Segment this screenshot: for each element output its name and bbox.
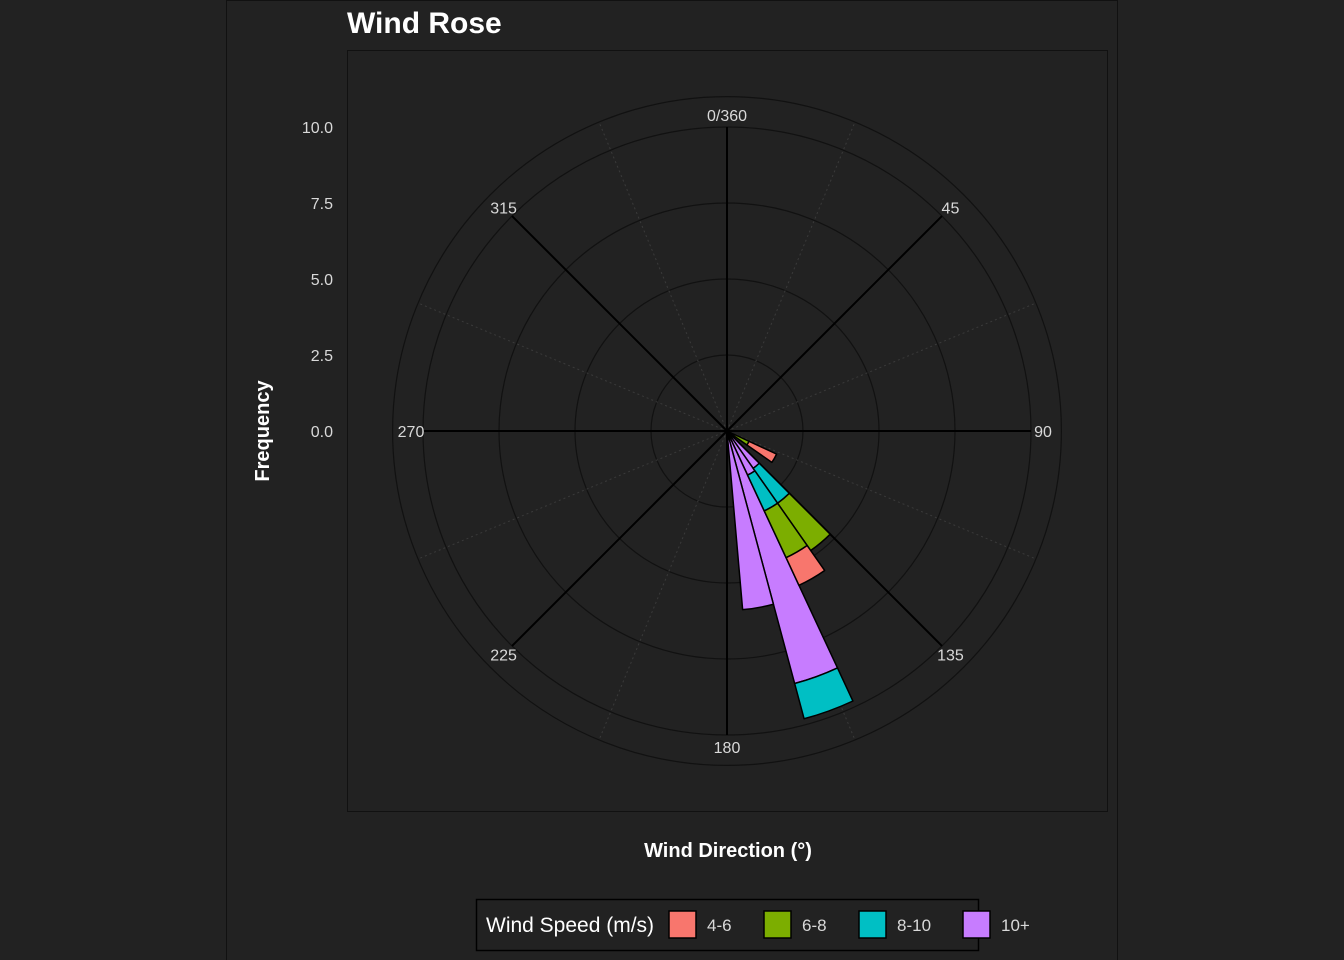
radial-tick-label: 5.0 — [311, 272, 333, 289]
legend-title: Wind Speed (m/s) — [486, 914, 654, 937]
legend-swatch — [962, 910, 991, 939]
minor-spoke — [598, 121, 728, 432]
angle-tick-label: 45 — [942, 201, 960, 218]
minor-spoke — [726, 430, 1037, 560]
legend-swatch — [858, 910, 887, 939]
minor-spoke — [726, 121, 856, 432]
angle-tick-label: 270 — [398, 424, 425, 441]
bar-segment-8-10-160 — [793, 667, 854, 720]
plot-panel — [347, 50, 1108, 812]
legend-swatch — [668, 910, 697, 939]
minor-spoke — [726, 302, 1037, 432]
bar-segment-4-6-150 — [785, 544, 826, 587]
angle-tick-label: 225 — [490, 647, 517, 664]
legend-label: 10+ — [1001, 916, 1030, 935]
major-spoke — [511, 215, 728, 432]
radial-tick-label: 10.0 — [302, 120, 333, 137]
x-axis-label: Wind Direction (°) — [644, 840, 812, 862]
angle-tick-label: 135 — [937, 647, 964, 664]
polar-grid — [392, 96, 1062, 766]
bar-segment-10+-170 — [726, 430, 775, 611]
radial-tick-label: 2.5 — [311, 348, 333, 365]
radial-tick-label: 0.0 — [311, 424, 333, 441]
legend: Wind Speed (m/s) 4-6 6-8 8-10 10+ — [475, 898, 1030, 952]
major-spoke — [511, 430, 728, 647]
minor-spoke — [598, 430, 728, 741]
legend-label: 8-10 — [897, 916, 931, 935]
angle-tick-label: 90 — [1034, 424, 1052, 441]
legend-box — [475, 898, 980, 952]
minor-spoke — [417, 302, 728, 432]
chart-title: Wind Rose — [347, 7, 502, 40]
grid-circle — [392, 96, 1062, 766]
bars-layer — [726, 430, 854, 720]
bar-segment-4-6-120 — [746, 440, 778, 464]
y-axis-label: Frequency — [252, 380, 274, 482]
legend-label: 4-6 — [707, 916, 732, 935]
angle-tick-label: 180 — [714, 740, 741, 757]
legend-swatch — [763, 910, 792, 939]
angle-tick-label: 0/360 — [707, 108, 747, 125]
radial-tick-label: 7.5 — [311, 196, 333, 213]
legend-label: 6-8 — [802, 916, 827, 935]
radial-tick-labels: 0.0 2.5 5.0 7.5 10.0 — [302, 120, 333, 441]
minor-spoke — [417, 430, 728, 560]
legend-items: 4-6 6-8 8-10 10+ — [668, 910, 1030, 939]
angle-labels: 0/360 45 90 135 180 225 270 315 — [398, 108, 1052, 757]
angle-tick-label: 315 — [490, 201, 517, 218]
major-spoke — [726, 215, 943, 432]
